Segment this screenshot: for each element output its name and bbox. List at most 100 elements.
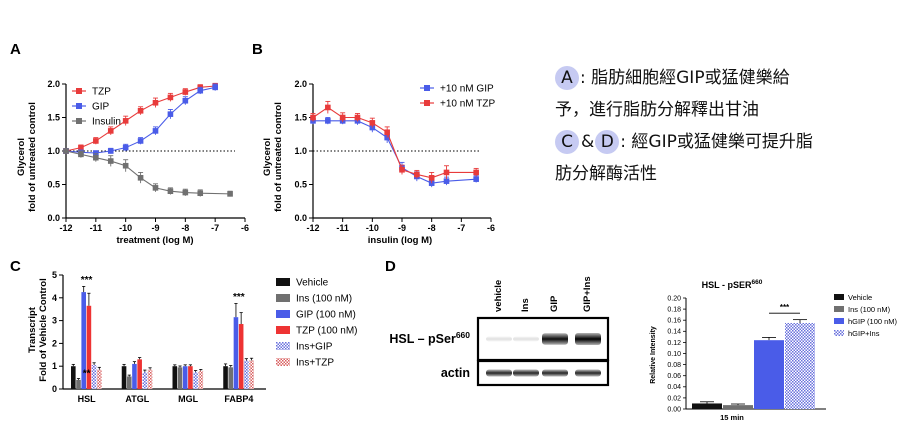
x-tick-label: -7 [457,223,465,233]
y-tick-label: 1.5 [294,113,307,123]
y-tick-label: 2.0 [47,79,60,89]
data-point [399,166,405,173]
blot-band [513,369,539,377]
data-point [122,118,129,124]
y-tick-label: 3 [52,316,57,326]
legend-label: TZP (100 nM) [296,326,358,337]
annotation-line-3: C & D: 經GIP或猛健樂可提升脂 [555,126,915,158]
series-line-insulin [65,150,231,195]
y-tick-label: 0.02 [667,395,681,402]
panel-letter-b: B [252,41,263,58]
chart-c-ylabel-line1: Transcript [27,306,38,353]
data-point [63,148,69,154]
chart-d-legend: Vehicle Ins (100 nM) hGIP (100 nM) hGIP+Ins [834,293,898,338]
legend-label: +10 nM GIP [440,84,494,95]
data-point [107,128,114,134]
annotation-line-4: 肪分解酶活性 [555,158,915,190]
data-point [137,138,144,144]
blot-band [575,369,601,377]
western-blot: vehicle Ins GIP GIP+Ins HSL – pSer660 actin [389,276,610,387]
y-tick-label: 0.00 [667,406,681,413]
panel-letter-d: D [385,258,396,275]
bar [188,366,193,389]
legend-label: Vehicle [848,293,872,302]
legend-label: GIP (100 nM) [296,310,356,321]
bar [137,359,142,389]
x-tick-label: -12 [59,223,72,233]
chart-a-ylabel-line2: fold of untreated control [27,102,38,212]
x-tick-label: -12 [306,223,319,233]
chart-d: HSL - pSER660 0.00 0.02 0.04 0.06 0.08 0.10 0.… [650,279,898,422]
series-line--10-nm-tzp [312,106,477,179]
category-label: FABP4 [224,394,253,404]
legend-label: hGIP+Ins [848,329,880,338]
bar [177,367,183,389]
annotation-line-2-text: 予，進行脂肪分解釋出甘油 [555,100,759,120]
x-tick-label: -11 [336,223,349,233]
chart-b-axes: -12 -11 -10 -9 -8 -7 -6 0.0 0.5 1.0 1.5 2.0 [294,79,495,233]
bar [692,403,722,409]
y-tick-label: 0.0 [47,213,60,223]
legend-marker [76,88,82,94]
y-tick-label: 0.10 [667,351,681,358]
data-point [167,188,174,194]
bar [249,360,254,389]
bar [76,379,81,389]
y-tick-label: 0.5 [294,180,307,190]
blot-lane-label: GIP+Ins [582,276,593,312]
panel-letter-c: C [10,258,21,275]
data-point [443,169,450,176]
data-point [310,114,316,121]
blot-lane-label: Ins [520,298,531,312]
legend-label: Ins+TZP [296,358,334,369]
significance-mark: *** [233,292,245,303]
blot-band [486,369,512,377]
blot-band [542,369,568,377]
x-tick-label: -6 [241,223,249,233]
chart-b-legend: +10 nM GIP +10 nM TZP [420,84,495,110]
y-tick-label: 0.04 [667,384,681,391]
legend-swatch [276,310,290,318]
x-tick-label: -8 [181,223,189,233]
y-tick-label: 0.0 [294,213,307,223]
bar [238,324,244,389]
y-tick-label: 1.0 [47,146,60,156]
chart-d-xlabel: 15 min [720,413,744,422]
data-point [122,162,129,169]
data-point [443,178,450,184]
chart-c-legend: Vehicle Ins (100 nM) GIP (100 nM) TZP (100 … [276,278,358,369]
y-tick-label: 0.18 [667,307,681,314]
legend-label: +10 nM TZP [440,99,495,110]
data-point [325,104,331,111]
bar [754,340,784,409]
annotation-badge-d: D [595,130,620,154]
data-point [197,87,204,94]
significance-mark: *** [780,303,790,312]
data-point [137,108,144,114]
bar [198,370,204,389]
chart-a-axes: -12 -11 -10 -9 -8 -7 -6 0.0 0.5 1.0 1.5 2.0 [47,79,249,233]
data-point [152,99,159,106]
bar [182,366,188,389]
legend-label: TZP [92,87,111,98]
legend-label: Insulin [92,117,121,128]
data-point [197,190,204,197]
x-tick-label: -8 [428,223,436,233]
blot-row-label: actin [441,366,470,380]
y-tick-label: 0.5 [47,180,60,190]
chart-a-ylabel-line1: Glycerol [16,138,27,176]
x-tick-label: -9 [398,223,406,233]
bar [228,367,234,389]
x-tick-label: -11 [90,223,103,233]
bar [142,371,148,389]
y-tick-label: 2 [52,338,57,348]
y-tick-label: 0.16 [667,318,681,325]
blot-band [486,336,512,342]
y-tick-label: 1 [52,361,57,371]
bar [132,363,137,389]
blot-lane-label: vehicle [493,280,504,312]
chart-a-legend: TZP GIP Insulin [72,87,121,128]
x-tick-label: -9 [151,223,159,233]
bar [71,366,76,389]
